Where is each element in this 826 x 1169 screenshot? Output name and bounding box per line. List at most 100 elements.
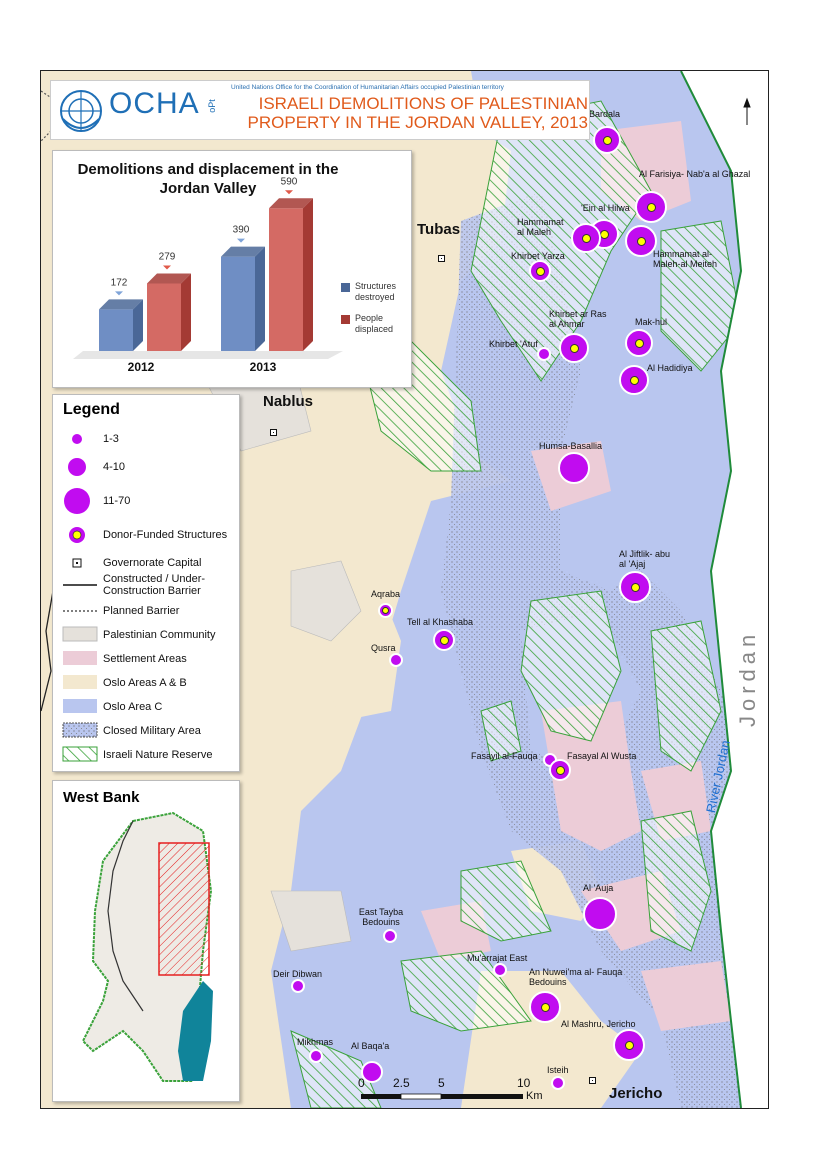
chart-legend-label: Structures [355,281,397,291]
label-qusra: Qusra [371,643,396,653]
bar-value-label: 172 [111,277,128,288]
org-suffix: oPt [206,99,217,113]
governorate-capital-icon [438,255,445,262]
inset-barrier [107,820,144,1012]
bubble-khirbet-yarza[interactable] [529,260,551,282]
bar-marker-icon [285,190,293,195]
bar-marker-icon [115,291,123,296]
label-deir-dibwan: Deir Dibwan [273,969,323,979]
chart-panel: Demolitions and displacement in the Jord… [52,150,412,388]
bubble-humsa-basallia[interactable] [558,452,590,484]
chart-floor [73,351,343,359]
donor-marker [629,375,639,385]
bubble-al-mashru[interactable] [613,1029,645,1061]
donor-marker [535,266,545,276]
category-label: 2012 [128,360,155,374]
city-jericho: Jericho [609,1085,663,1102]
bubble-an-nuweima[interactable] [529,991,561,1023]
bubble-east-tayba-bedouins[interactable] [383,929,397,943]
bubble-al-jiftlik[interactable] [619,571,651,603]
bubble-mak-hul[interactable] [625,329,653,357]
label-mak-hul: Mak-hul [635,317,668,327]
donor-marker [634,338,644,348]
label-ein-al-hilwa: 'Ein al Hilwa [581,203,630,213]
label-text: Al Jiftlik- abu al 'Ajaj [619,549,671,569]
bar-front [221,256,255,351]
nature-reserves [290,100,742,1108]
legend-symbol-nature-reserve [62,746,98,762]
legend-label: Settlement Areas [103,653,187,665]
label-hammamat-al-maleh-al-meiteh: Hammamat al- Maleh-al Meiteh [653,249,733,269]
governorate-capital-icon [270,429,277,436]
donor-marker [555,765,565,775]
bubble-hammamat-al-maleh[interactable] [571,223,601,253]
scale-tick-0: 0 [358,1076,365,1090]
bubble-isteih[interactable] [551,1076,565,1090]
bubble-fasayal-al-wusta[interactable] [549,759,571,781]
bar-side [255,246,265,351]
bubble-bardala[interactable] [593,126,621,154]
governorate-capital-icon [589,1077,596,1084]
label-khirbet-yarza: Khirbet Yarza [511,251,565,261]
label-al-hadidiya: Al Hadidiya [647,363,693,373]
label-text: Khirbet ar Ras al Ahmar [549,309,607,329]
legend-symbol-oslo-c [63,699,97,713]
bar-top [147,273,191,284]
legend-label: Israeli Nature Reserve [103,749,213,761]
legend-symbol-medium [68,458,86,476]
category-label: 2013 [250,360,277,374]
donor-marker [636,236,646,246]
scale-tick-5: 5 [438,1076,445,1090]
label-fasayal-al-wusta: Fasayal Al Wusta [567,751,637,761]
scale-tick-10: 10 [517,1076,531,1090]
label-text: East Tayba Bedouins [358,907,404,927]
label-al-baqaa: Al Baqa'a [351,1041,390,1051]
bubble-tell-al-khashaba[interactable] [433,629,455,651]
label-tell-al-khashaba: Tell al Khashaba [407,617,474,627]
bubble-al-hadidiya[interactable] [619,365,649,395]
scale-tick-2-5: 2.5 [393,1076,410,1090]
legend-label: Palestinian Community [103,629,216,641]
legend-label: 1-3 [103,433,119,445]
map-title: ISRAELI DEMOLITIONS OF PALESTINIAN PROPE… [233,94,588,132]
label-isteih: Isteih [547,1065,569,1075]
bubble-aqraba[interactable] [378,603,393,618]
bubble-al-baqaa[interactable] [361,1061,383,1083]
title-line-2: PROPERTY IN THE JORDAN VALLEY, 2013 [247,113,588,132]
label-east-tayba-bedouins: East Tayba Bedouins [351,907,411,927]
label-khirbet-ar-ras-al-ahmar: Khirbet ar Ras al Ahmar [549,309,609,329]
bubble-al-auja[interactable] [583,897,617,931]
chart-legend-swatch [341,315,350,324]
donor-marker [540,1002,550,1012]
label-khirbet-atuf: Khirbet 'Atuf [489,339,538,349]
label-bardala: Bardala [589,109,621,119]
bubble-hammamat-al-maleh-al-meiteh[interactable] [625,225,657,257]
bubble-qusra[interactable] [389,653,403,667]
scale-bar [361,1093,523,1100]
legend-symbol-small [72,434,82,444]
donor-marker [382,607,389,614]
bubble-khirbet-ar-ras-al-ahmar[interactable] [559,333,589,363]
legend-label: Closed Military Area [103,725,201,737]
bar-value-label: 279 [159,252,176,263]
legend-label: Donor-Funded Structures [103,529,228,541]
legend-label: Oslo Area C [103,701,163,713]
north-arrow [743,97,751,125]
bubble-deir-dibwan[interactable] [291,979,305,993]
chart-legend-label: displaced [355,324,393,334]
legend-symbol-large [64,488,90,514]
label-text: Hammamat al- Maleh-al Meiteh [653,249,718,269]
legend-symbol-oslo-ab [63,675,97,689]
label-al-jiftlik: Al Jiftlik- abu al 'Ajaj [619,549,679,569]
bubble-khirbet-atuf[interactable] [537,347,551,361]
bubble-mikhmas[interactable] [309,1049,323,1063]
label-al-farisiya: Al Farisiya- Nab'a al Ghazal [639,169,750,179]
label-text: Hammamat al Maleh [517,217,564,237]
bubble-muarrajat-east[interactable] [493,963,507,977]
bubble-al-farisiya[interactable] [635,191,667,223]
bar-side [181,273,191,351]
donor-marker [630,582,640,592]
donor-marker [581,233,591,243]
dead-sea [178,981,213,1081]
